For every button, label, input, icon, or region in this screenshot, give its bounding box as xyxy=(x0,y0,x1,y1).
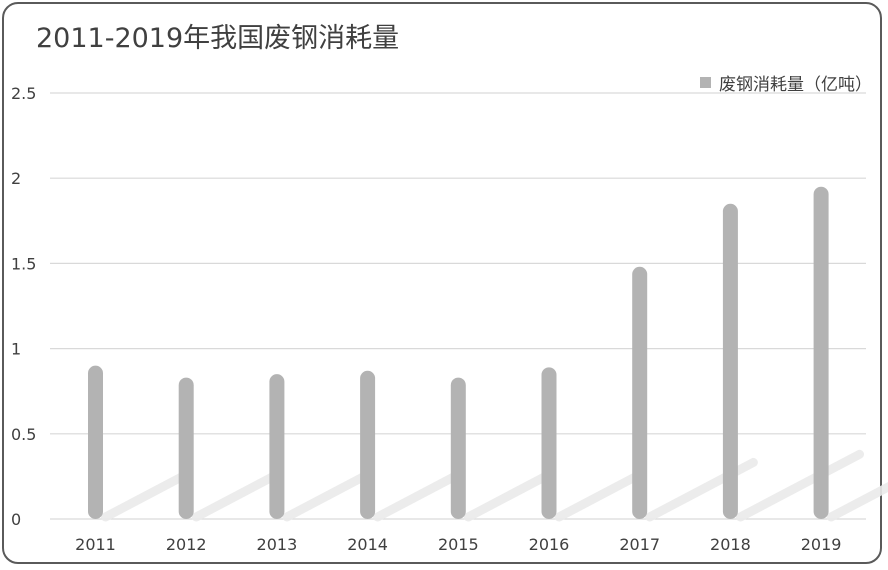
chart-title: 2011-2019年我国废钢消耗量 xyxy=(36,23,400,54)
bar-shadow xyxy=(282,471,369,522)
x-tick-label: 2011 xyxy=(75,535,116,554)
y-tick-label: 1.5 xyxy=(11,254,36,273)
x-tick-label: 2018 xyxy=(710,535,751,554)
bars xyxy=(88,186,829,519)
bar-shadow xyxy=(554,470,643,522)
x-tick-label: 2014 xyxy=(347,535,388,554)
y-tick-label: 1 xyxy=(11,340,21,359)
bar-shadow xyxy=(191,472,278,522)
y-tick-label: 2.5 xyxy=(11,84,36,103)
bar-shadow xyxy=(826,481,888,522)
bar-2016 xyxy=(541,367,557,519)
legend-swatch xyxy=(700,77,711,88)
bar-2013 xyxy=(269,374,285,519)
x-tick-label: 2016 xyxy=(529,535,570,554)
legend: 废钢消耗量（亿吨） xyxy=(700,70,872,95)
y-tick-label: 0 xyxy=(11,510,21,529)
bar-2018 xyxy=(722,203,738,519)
bar-shadows xyxy=(101,449,888,522)
y-tick-labels: 0 0.5 1 1.5 2 2.5 xyxy=(11,84,36,529)
bar-shadow xyxy=(373,471,461,522)
x-tick-label: 2017 xyxy=(619,535,660,554)
bar-shadow xyxy=(463,472,550,522)
bar-2011 xyxy=(88,365,103,519)
x-tick-label: 2013 xyxy=(257,535,298,554)
bar-shadow xyxy=(735,449,865,522)
x-tick-label: 2012 xyxy=(166,535,207,554)
x-tick-label: 2019 xyxy=(801,535,842,554)
y-tick-label: 2 xyxy=(11,169,21,188)
bar-2015 xyxy=(450,377,466,519)
bar-2014 xyxy=(360,370,376,519)
y-tick-label: 0.5 xyxy=(11,425,36,444)
x-tick-labels: 2011 2012 2013 2014 2015 2016 2017 2018 2019 xyxy=(75,535,841,554)
bar-2012 xyxy=(178,377,194,519)
bar-2017 xyxy=(632,266,648,519)
legend-label: 废钢消耗量（亿吨） xyxy=(719,75,872,95)
bar-2019 xyxy=(813,186,829,519)
bar-shadow xyxy=(101,470,190,522)
x-tick-label: 2015 xyxy=(438,535,479,554)
